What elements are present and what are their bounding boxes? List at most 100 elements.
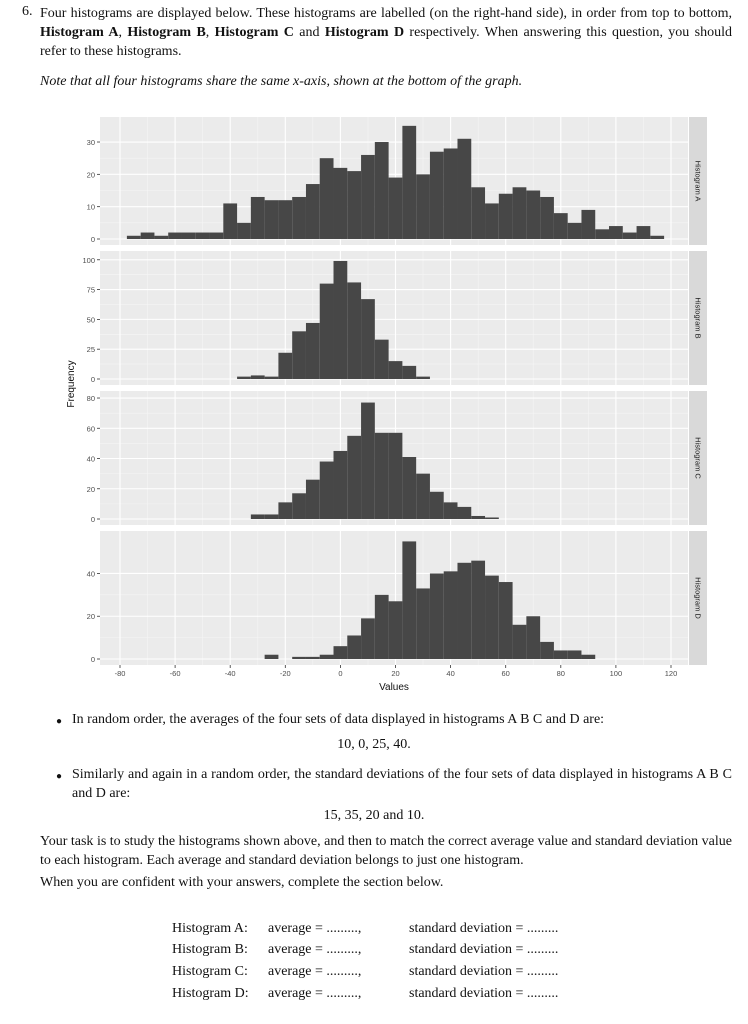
- sd-field[interactable]: standard deviation = .........: [409, 964, 559, 979]
- facet-strip-label: Histogram A: [694, 161, 703, 202]
- histogram-bar: [305, 184, 320, 239]
- histogram-bar: [305, 656, 320, 659]
- y-tick-label: 0: [91, 375, 95, 384]
- histogram-bar: [292, 196, 306, 239]
- facet-strip-label: Histogram C: [694, 437, 703, 479]
- sd-field[interactable]: standard deviation = .........: [409, 942, 559, 957]
- x-axis-label: Values: [379, 682, 409, 693]
- x-tick-label: 0: [338, 669, 342, 678]
- histogram-bar: [443, 502, 458, 519]
- histogram-bar: [333, 167, 348, 239]
- sd-field[interactable]: standard deviation = .........: [409, 986, 559, 1001]
- bullet-sds: Similarly and again in a random order, t…: [72, 767, 732, 801]
- y-tick-label: 30: [87, 138, 95, 147]
- answer-label: Histogram C:: [172, 964, 248, 979]
- facet-strip: [689, 391, 707, 525]
- histogram-bar: [278, 200, 293, 239]
- histogram-bar: [250, 196, 265, 239]
- histogram-bar: [457, 506, 472, 519]
- histogram-bar: [361, 154, 375, 239]
- histogram-bar: [292, 656, 306, 659]
- histogram-bar: [292, 331, 306, 379]
- answer-label: Histogram A:: [172, 921, 248, 936]
- histogram-bar: [609, 226, 623, 239]
- answer-label: Histogram B:: [172, 942, 248, 957]
- y-tick-label: 80: [87, 394, 95, 403]
- histogram-bar: [553, 213, 568, 239]
- facet-strip: [689, 117, 707, 245]
- histogram-bar: [319, 654, 334, 659]
- histogram-bar: [374, 594, 389, 659]
- histogram-bar: [347, 435, 362, 519]
- x-tick-label: -20: [280, 669, 291, 678]
- x-tick-label: 120: [665, 669, 678, 678]
- hist-b-label: Histogram B: [127, 25, 206, 40]
- note: Note that all four histograms share the …: [40, 74, 523, 89]
- y-tick-label: 25: [87, 345, 95, 354]
- histogram-bar: [347, 635, 362, 659]
- average-field[interactable]: average = .........,: [268, 986, 362, 1001]
- histogram-bar: [498, 193, 513, 239]
- intro-text: Four histograms are displayed below. The…: [40, 6, 732, 21]
- histogram-bar: [168, 232, 182, 239]
- averages-values: 10, 0, 25, 40.: [337, 737, 411, 752]
- histogram-bar: [416, 473, 430, 519]
- histogram-bar: [485, 575, 499, 659]
- histogram-bar: [471, 560, 486, 659]
- average-field[interactable]: average = .........,: [268, 921, 362, 936]
- histogram-bar: [278, 502, 293, 519]
- histogram-bar: [237, 376, 251, 379]
- histogram-bar: [292, 493, 306, 519]
- y-tick-label: 50: [87, 315, 95, 324]
- histogram-bar: [278, 352, 293, 379]
- histogram-bar: [374, 432, 389, 519]
- histogram-bar: [319, 283, 334, 379]
- histogram-bar: [374, 339, 389, 379]
- histogram-bar: [250, 514, 265, 519]
- x-tick-label: -80: [115, 669, 126, 678]
- histogram-bar: [305, 479, 320, 519]
- histogram-bar: [319, 461, 334, 519]
- histogram-bar: [581, 209, 596, 239]
- sep: ,: [118, 25, 128, 40]
- y-tick-label: 0: [91, 515, 95, 524]
- y-tick-label: 0: [91, 655, 95, 664]
- average-field[interactable]: average = .........,: [268, 964, 362, 979]
- histogram-bar: [154, 235, 169, 239]
- histogram-bar: [443, 571, 458, 659]
- histogram-bar: [264, 654, 279, 659]
- histogram-bar: [485, 203, 499, 239]
- histogram-bar: [305, 322, 320, 379]
- question-intro: Four histograms are displayed below. The…: [40, 4, 732, 61]
- y-tick-label: 40: [87, 569, 95, 578]
- histogram-bar: [223, 203, 238, 239]
- bullet-averages: In random order, the averages of the fou…: [72, 712, 605, 727]
- histogram-bar: [181, 232, 196, 239]
- bullet-icon: ●: [56, 771, 63, 782]
- x-tick-label: 20: [391, 669, 399, 678]
- histogram-bar: [540, 196, 554, 239]
- histogram-bar: [526, 190, 541, 239]
- y-tick-label: 20: [87, 612, 95, 621]
- task-text: Your task is to study the histograms sho…: [40, 834, 732, 868]
- histogram-bar: [402, 541, 417, 659]
- y-tick-label: 20: [87, 485, 95, 494]
- histogram-bar: [429, 151, 444, 239]
- histogram-bar: [457, 138, 472, 239]
- histogram-bar: [388, 177, 403, 239]
- histogram-bar: [264, 200, 279, 239]
- histogram-bar: [333, 260, 348, 379]
- intro-text-2: respectively. When answering this questi…: [40, 25, 732, 59]
- histogram-bar: [636, 226, 651, 239]
- histogram-bar: [581, 654, 596, 659]
- histogram-bar: [264, 376, 279, 379]
- histogram-bar: [388, 361, 403, 379]
- y-tick-label: 0: [91, 235, 95, 244]
- sep: and: [293, 25, 325, 40]
- histogram-bar: [319, 158, 334, 239]
- histogram-bar: [388, 432, 403, 519]
- histogram-bar: [402, 365, 417, 379]
- average-field[interactable]: average = .........,: [268, 942, 362, 957]
- sd-field[interactable]: standard deviation = .........: [409, 921, 559, 936]
- histogram-bar: [553, 650, 568, 659]
